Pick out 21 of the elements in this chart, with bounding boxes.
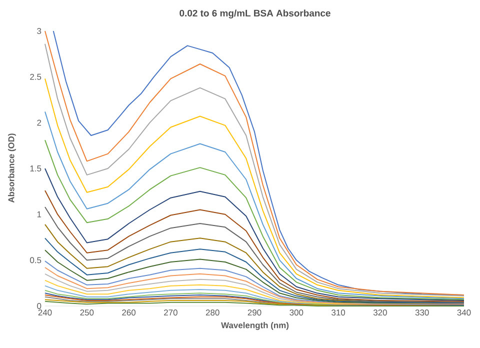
y-tick-label: 2 [37, 120, 42, 126]
x-tick-label: 260 [122, 310, 136, 316]
y-tick-label: 1 [37, 211, 42, 218]
x-tick-label: 290 [248, 310, 262, 316]
x-axis-title: Wavelength (nm) [221, 322, 289, 330]
x-tick-label: 250 [80, 310, 94, 316]
y-tick-label: 0 [37, 303, 42, 309]
x-tick-label: 280 [206, 310, 220, 316]
x-tick-label: 270 [164, 310, 178, 316]
y-tick-label: 1.5 [30, 166, 42, 172]
x-tick-label: 300 [290, 310, 304, 316]
x-tick-label: 310 [332, 310, 346, 316]
x-tick-label: 240 [38, 310, 52, 316]
y-tick-label: 2.5 [30, 74, 42, 80]
y-axis-title: Absorbance (OD) [8, 134, 16, 203]
x-tick-label: 320 [373, 310, 387, 316]
y-tick-label: 3 [37, 28, 42, 34]
x-tick-label: 340 [457, 310, 471, 316]
chart-title: 0.02 to 6 mg/mL BSA Absorbance [180, 10, 330, 18]
y-tick-label: 0.5 [30, 257, 42, 264]
x-tick-label: 330 [415, 310, 429, 316]
